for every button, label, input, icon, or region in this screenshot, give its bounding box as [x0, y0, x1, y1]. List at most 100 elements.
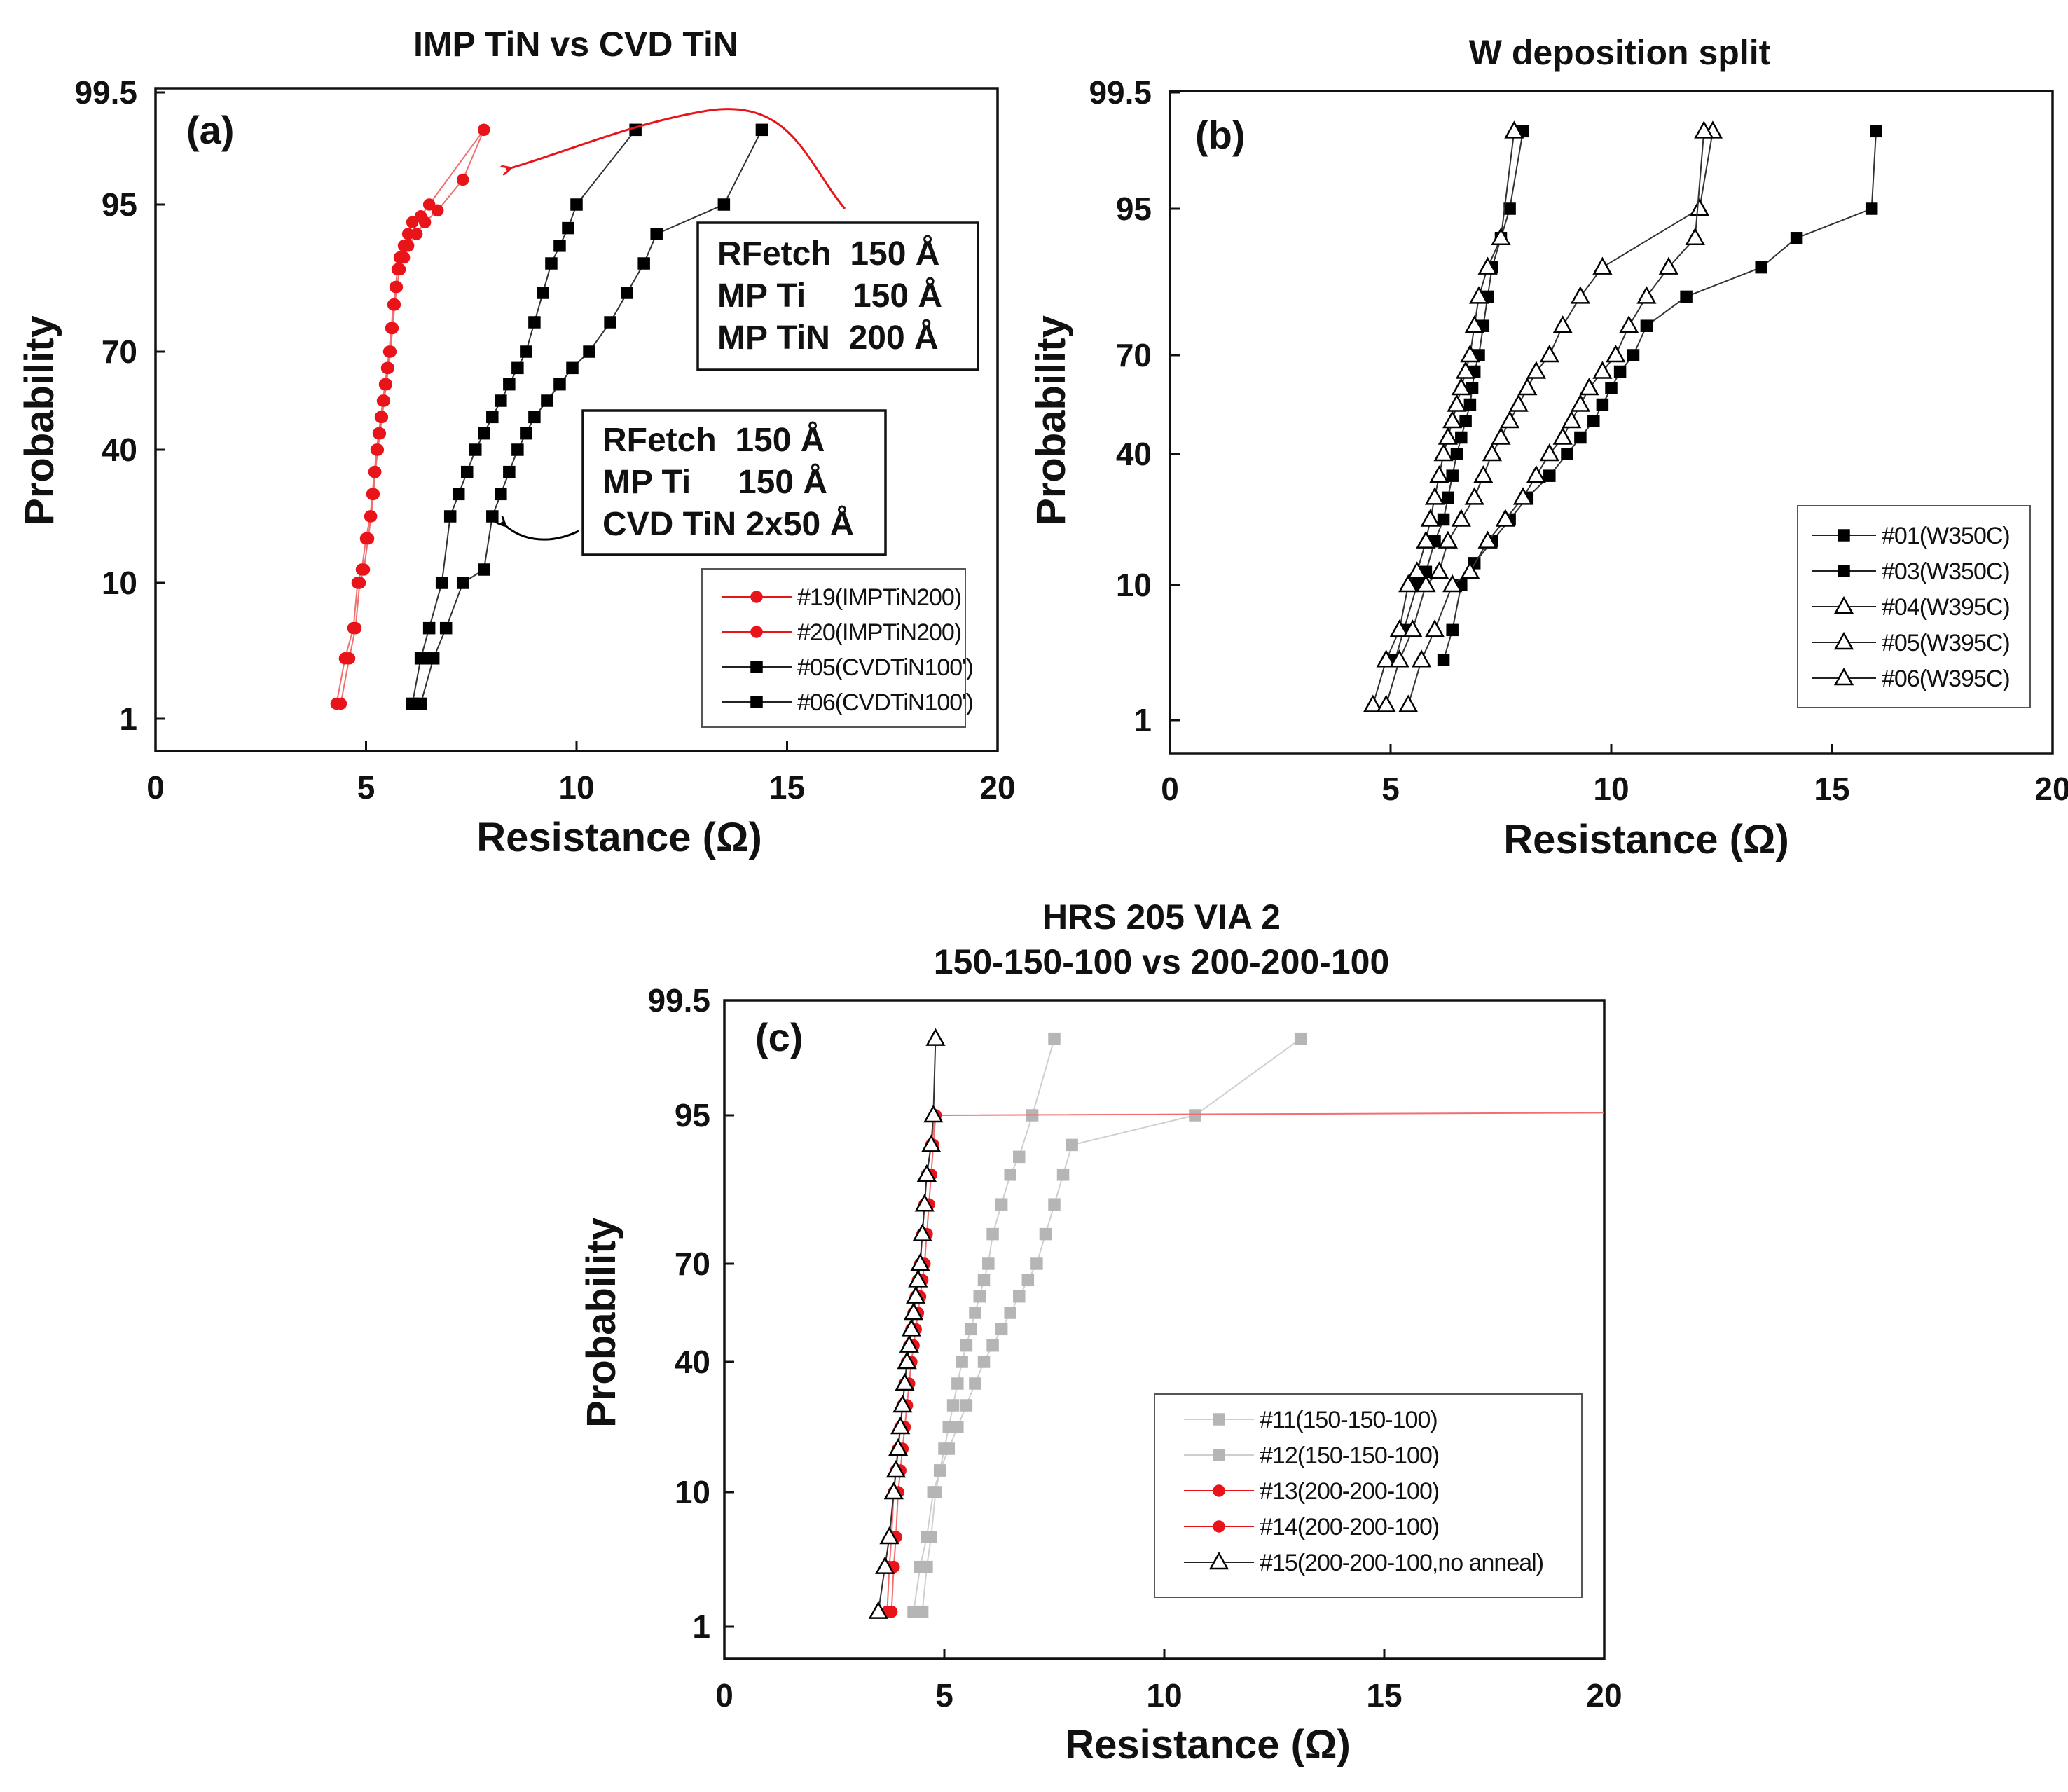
data-point [1499, 410, 1520, 429]
panel-a-annotation-1: RFetch 150 Å MP Ti 150 Å MP TiN 200 Å [696, 221, 979, 371]
data-point [570, 198, 583, 211]
data-point [386, 322, 399, 335]
data-point [1429, 465, 1449, 483]
data-point [604, 316, 616, 329]
data-point [384, 345, 397, 358]
panel-b-title: W deposition split [1469, 33, 1771, 72]
data-point [503, 378, 516, 391]
data-point [1552, 427, 1573, 445]
data-point [422, 198, 436, 211]
data-point [901, 1318, 922, 1337]
data-point [503, 465, 516, 478]
legend-marker [750, 696, 763, 708]
x-tick-label: 10 [1593, 771, 1629, 807]
legend-label: #20(IMPTiN200) [797, 619, 961, 646]
data-point [349, 621, 362, 635]
y-tick-label: 95 [102, 186, 137, 223]
panel-a-x-axis-label: Resistance (Ω) [476, 815, 762, 860]
data-point [942, 1442, 956, 1455]
data-point [478, 427, 490, 440]
series-#04(W395C) [1363, 120, 1524, 712]
data-point [414, 697, 427, 710]
data-point [921, 1134, 942, 1152]
x-tick-label: 10 [1146, 1677, 1182, 1714]
annotation-1-line-2: MP Ti 150 Å [717, 277, 942, 315]
data-point [1561, 448, 1573, 460]
legend-marker [1213, 1413, 1225, 1426]
data-point [1473, 465, 1494, 483]
data-point [478, 123, 490, 137]
data-point [1464, 315, 1484, 333]
x-tick-label: 0 [715, 1677, 733, 1714]
data-point [486, 411, 499, 424]
data-point [1685, 227, 1705, 246]
legend-marker [1833, 631, 1854, 650]
data-point [1482, 443, 1503, 462]
data-point [566, 361, 579, 375]
data-point [914, 1560, 927, 1573]
data-point [1004, 1169, 1016, 1181]
data-point [899, 1335, 919, 1353]
y-tick-label: 40 [102, 432, 137, 468]
annotation-2-line-2: MP Ti 150 Å [602, 463, 827, 501]
data-point [1658, 256, 1679, 275]
red-arrow [506, 108, 846, 209]
data-point [883, 1481, 904, 1500]
data-point [380, 378, 393, 391]
panel-c-subtitle: 150-150-100 vs 200-200-100 [934, 942, 1390, 981]
data-point [1013, 1150, 1026, 1164]
data-point [1363, 694, 1383, 712]
data-point [1508, 394, 1529, 412]
data-point [562, 221, 574, 235]
legend-label: #19(IMPTiN200) [797, 584, 961, 611]
data-point [1450, 448, 1463, 460]
x-tick-label: 15 [769, 769, 805, 806]
data-point [1442, 574, 1463, 593]
data-point [1587, 415, 1600, 427]
panel-a-legend-box [701, 568, 966, 728]
data-point [427, 652, 440, 665]
data-point [1376, 694, 1396, 712]
y-tick-label: 99.5 [647, 982, 710, 1019]
data-point [357, 563, 371, 576]
y-tick-label: 99.5 [74, 74, 137, 111]
data-point [921, 1531, 933, 1543]
data-point [907, 1605, 920, 1618]
data-point [1574, 431, 1587, 444]
legend-label: #06(W395C) [1882, 666, 2010, 692]
data-point [1477, 256, 1498, 275]
data-point [1468, 286, 1489, 304]
data-point [1455, 431, 1468, 444]
data-point [343, 652, 356, 665]
legend-label: #11(150-150-100) [1260, 1407, 1438, 1433]
data-point [1579, 377, 1599, 396]
data-point [960, 1399, 973, 1412]
data-point [511, 443, 524, 456]
series-line [336, 129, 485, 704]
panel-b-series [1363, 120, 1882, 712]
data-point [1416, 574, 1436, 593]
y-tick-label: 70 [1116, 337, 1152, 373]
legend-label: #06(CVDTiN100') [797, 689, 973, 716]
data-point [478, 563, 490, 576]
data-point [511, 361, 524, 375]
data-point [1596, 398, 1609, 411]
data-point [1407, 561, 1427, 579]
data-point [528, 411, 541, 424]
y-tick-label: 10 [102, 565, 137, 601]
data-point [1552, 315, 1573, 333]
data-point [969, 1307, 981, 1319]
data-point [1424, 619, 1445, 637]
data-point [469, 443, 482, 456]
data-point [334, 697, 347, 710]
data-point [1627, 349, 1640, 361]
data-point [1021, 1274, 1035, 1287]
data-point [923, 1104, 944, 1123]
data-point [1640, 319, 1653, 332]
data-point [1613, 365, 1627, 378]
data-point [1636, 286, 1657, 304]
data-point [418, 216, 432, 228]
series-#06(CVDTiN100') [414, 123, 768, 710]
series-line [921, 1038, 1055, 1612]
data-point [1512, 487, 1533, 505]
